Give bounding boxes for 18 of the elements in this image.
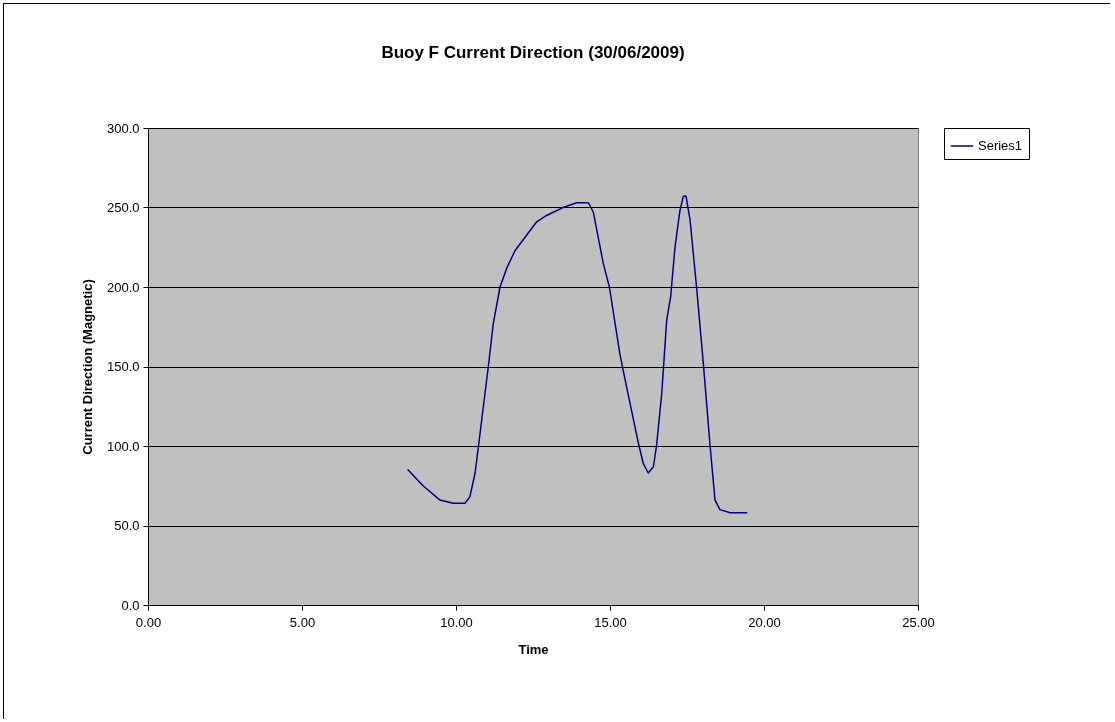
y-tick-label: 250.0 <box>106 200 140 215</box>
line-series <box>407 195 748 514</box>
y-tick-label: 50.0 <box>114 518 140 533</box>
x-tick-label: 5.00 <box>289 614 316 630</box>
x-tick-label: 25.00 <box>902 614 935 630</box>
y-tick-label: 150.0 <box>106 359 140 374</box>
y-tick-label: 300.0 <box>106 120 140 136</box>
x-tick-label: 20.00 <box>748 614 781 630</box>
y-tick-label: 100.0 <box>106 438 140 454</box>
legend-label: Series1 <box>978 138 1023 153</box>
y-axis-title: Current Direction (Magnetic) <box>79 279 95 455</box>
x-axis-title: Time <box>518 641 549 657</box>
x-tick-label: 15.00 <box>594 614 627 630</box>
x-tick-label: 0.00 <box>135 614 162 630</box>
y-tick-label: 0.0 <box>121 597 140 613</box>
x-tick-label: 10.00 <box>440 614 473 630</box>
y-tick-label: 200.0 <box>106 279 140 295</box>
chart-title: Buoy F Current Direction (30/06/2009) <box>381 43 685 62</box>
